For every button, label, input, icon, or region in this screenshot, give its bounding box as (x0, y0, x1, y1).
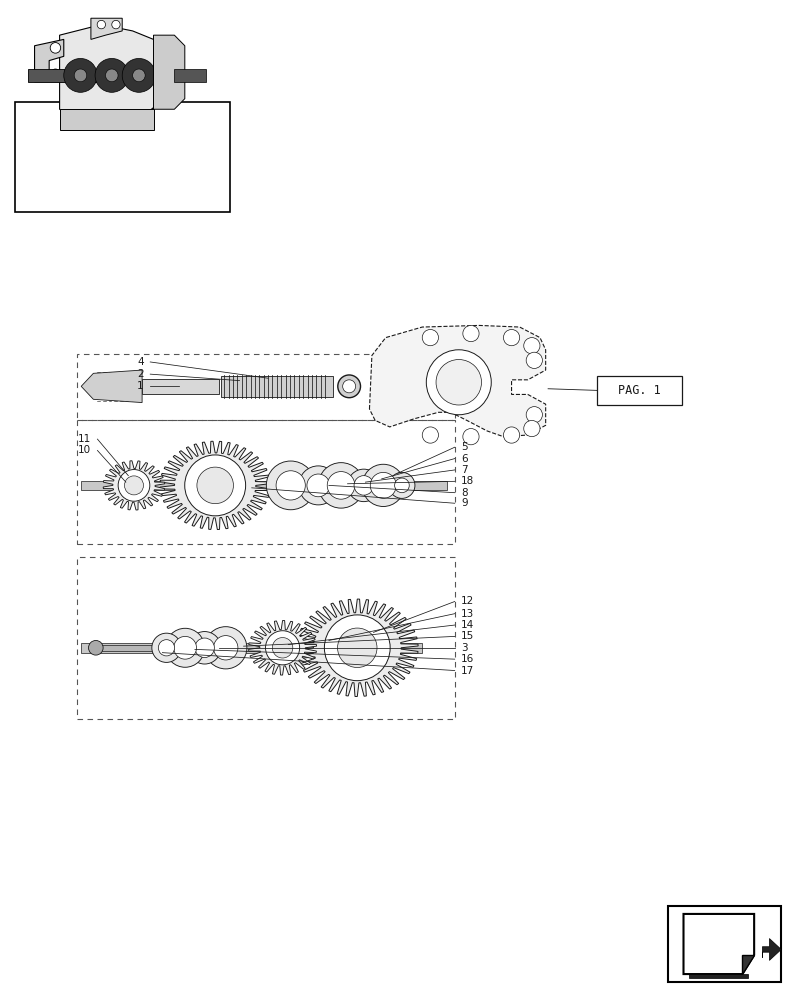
Circle shape (503, 329, 519, 346)
Bar (81, 481, 446, 490)
Text: PAG. 1: PAG. 1 (617, 384, 659, 397)
Circle shape (112, 20, 120, 29)
Circle shape (523, 420, 539, 437)
Circle shape (88, 640, 103, 655)
Text: 14: 14 (461, 620, 474, 630)
Text: 11: 11 (78, 434, 91, 444)
Circle shape (124, 476, 144, 495)
Polygon shape (59, 109, 153, 130)
Text: 16: 16 (461, 654, 474, 664)
Polygon shape (153, 35, 185, 109)
Circle shape (388, 472, 414, 498)
Circle shape (342, 380, 355, 393)
Circle shape (394, 478, 409, 493)
Circle shape (213, 636, 238, 660)
Bar (81, 643, 422, 653)
FancyBboxPatch shape (596, 376, 681, 405)
Circle shape (95, 58, 128, 92)
Circle shape (132, 69, 145, 82)
Circle shape (462, 325, 478, 342)
Text: 5: 5 (461, 442, 467, 452)
Circle shape (50, 43, 61, 53)
Polygon shape (91, 18, 122, 39)
Circle shape (523, 338, 539, 354)
Circle shape (462, 429, 478, 445)
Text: 7: 7 (461, 465, 467, 475)
Circle shape (272, 638, 293, 658)
Circle shape (276, 471, 305, 500)
Bar (77, 420, 454, 544)
Text: 12: 12 (461, 596, 474, 606)
Circle shape (362, 464, 404, 506)
Polygon shape (689, 974, 748, 978)
Circle shape (158, 640, 174, 656)
Circle shape (174, 636, 196, 659)
Text: 1: 1 (137, 381, 144, 391)
Circle shape (337, 628, 376, 668)
Bar (174, 69, 205, 82)
Circle shape (422, 329, 438, 346)
Circle shape (503, 427, 519, 443)
Circle shape (370, 472, 396, 498)
Circle shape (97, 20, 105, 29)
Circle shape (526, 407, 542, 423)
Circle shape (122, 58, 156, 92)
Circle shape (324, 615, 389, 681)
Circle shape (74, 69, 87, 82)
Circle shape (152, 633, 181, 662)
Circle shape (307, 474, 329, 497)
Circle shape (347, 469, 380, 502)
Polygon shape (369, 325, 545, 437)
Circle shape (195, 638, 214, 658)
Circle shape (188, 632, 221, 664)
Bar (28, 69, 174, 82)
Circle shape (426, 350, 491, 415)
Text: 3: 3 (461, 643, 467, 653)
Circle shape (337, 375, 360, 398)
Polygon shape (35, 39, 64, 82)
Circle shape (196, 467, 234, 504)
Text: 15: 15 (461, 631, 474, 641)
Polygon shape (248, 621, 316, 675)
Bar (77, 557, 454, 719)
Bar (96, 645, 161, 651)
Text: 18: 18 (461, 476, 474, 486)
Text: 9: 9 (461, 498, 467, 508)
Polygon shape (683, 914, 753, 974)
Circle shape (354, 476, 373, 495)
Polygon shape (296, 599, 418, 697)
Bar (77, 354, 454, 420)
Text: 6: 6 (461, 454, 467, 464)
Polygon shape (103, 461, 165, 510)
Circle shape (422, 427, 438, 443)
Polygon shape (59, 25, 160, 120)
Text: 13: 13 (461, 609, 474, 619)
Circle shape (105, 69, 118, 82)
Bar (221, 376, 333, 397)
Circle shape (265, 631, 299, 665)
Circle shape (298, 466, 337, 505)
Circle shape (436, 360, 481, 405)
Circle shape (165, 628, 204, 667)
Text: 8: 8 (461, 488, 467, 498)
Text: 10: 10 (78, 445, 91, 455)
Text: 17: 17 (461, 666, 474, 676)
Circle shape (327, 472, 354, 499)
Circle shape (204, 627, 247, 669)
Polygon shape (160, 441, 270, 530)
Circle shape (51, 69, 59, 78)
Polygon shape (81, 370, 142, 403)
Polygon shape (741, 955, 753, 974)
Circle shape (118, 470, 149, 501)
Circle shape (266, 461, 315, 510)
Circle shape (318, 463, 363, 508)
Bar (15, 102, 230, 212)
Circle shape (64, 58, 97, 92)
Text: 2: 2 (137, 369, 144, 379)
Bar (142, 379, 219, 394)
Polygon shape (762, 939, 780, 960)
Circle shape (185, 455, 245, 516)
Circle shape (526, 352, 542, 368)
Text: 4: 4 (137, 357, 144, 367)
